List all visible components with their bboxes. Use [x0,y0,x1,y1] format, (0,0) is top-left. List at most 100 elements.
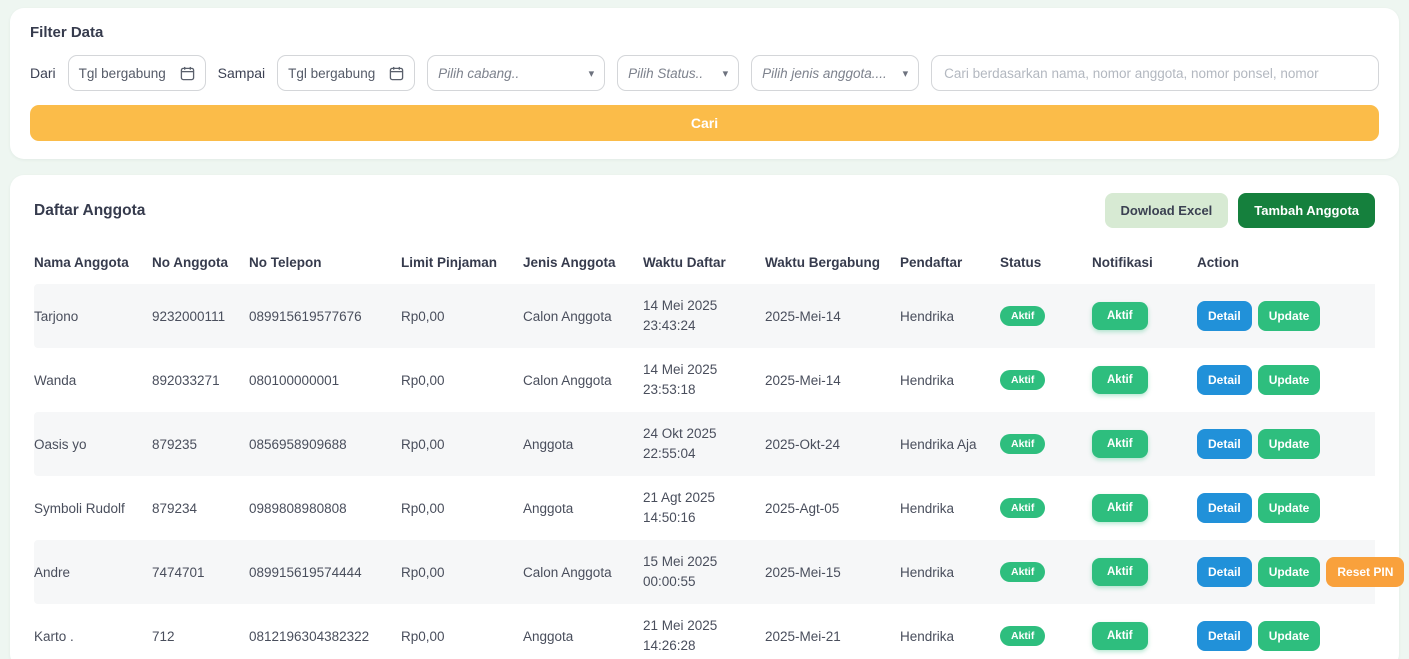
cell-telepon: 0856958909688 [249,412,401,476]
cell-telepon: 080100000001 [249,348,401,412]
cell-notifikasi: Aktif [1092,476,1197,540]
cell-status: Aktif [1000,412,1092,476]
member-table-head-row: Nama AnggotaNo AnggotaNo TeleponLimit Pi… [34,240,1375,284]
detail-button[interactable]: Detail [1197,301,1252,331]
download-excel-button[interactable]: Dowload Excel [1105,193,1229,228]
table-row: Oasis yo8792350856958909688Rp0,00Anggota… [34,412,1375,476]
notifikasi-button[interactable]: Aktif [1092,430,1148,458]
cell-limit: Rp0,00 [401,284,523,348]
cell-status: Aktif [1000,540,1092,604]
cell-waktu-bergabung: 2025-Mei-21 [765,604,900,659]
action-buttons: DetailUpdate [1197,493,1363,523]
status-select-placeholder: Pilih Status.. [628,66,703,81]
cell-action: DetailUpdate [1197,284,1375,348]
cell-waktu-daftar: 21 Mei 202514:26:28 [643,604,765,659]
sampai-date-input[interactable]: Tgl bergabung [277,55,415,91]
column-header: No Telepon [249,240,401,284]
cell-jenis: Anggota [523,476,643,540]
cell-pendaftar: Hendrika [900,284,1000,348]
status-badge: Aktif [1000,306,1045,326]
update-button[interactable]: Update [1258,301,1321,331]
cell-waktu-bergabung: 2025-Mei-14 [765,348,900,412]
cell-nama: Karto . [34,604,152,659]
cell-waktu-bergabung: 2025-Okt-24 [765,412,900,476]
sampai-date-placeholder: Tgl bergabung [288,66,375,81]
detail-button[interactable]: Detail [1197,429,1252,459]
action-buttons: DetailUpdateReset PIN [1197,557,1363,587]
cell-status: Aktif [1000,348,1092,412]
detail-button[interactable]: Detail [1197,493,1252,523]
members-title: Daftar Anggota [34,202,145,220]
notifikasi-button[interactable]: Aktif [1092,558,1148,586]
table-row: Symboli Rudolf8792340989808980808Rp0,00A… [34,476,1375,540]
search-input[interactable] [931,55,1379,91]
column-header: Pendaftar [900,240,1000,284]
cell-no-anggota: 7474701 [152,540,249,604]
notifikasi-button[interactable]: Aktif [1092,366,1148,394]
notifikasi-button[interactable]: Aktif [1092,622,1148,650]
column-header: Waktu Bergabung [765,240,900,284]
calendar-icon [389,66,404,81]
dari-label: Dari [30,65,56,81]
column-header: Jenis Anggota [523,240,643,284]
update-button[interactable]: Update [1258,557,1321,587]
update-button[interactable]: Update [1258,429,1321,459]
filter-title: Filter Data [30,24,1379,41]
cell-waktu-daftar: 21 Agt 202514:50:16 [643,476,765,540]
cell-nama: Symboli Rudolf [34,476,152,540]
update-button[interactable]: Update [1258,493,1321,523]
cell-status: Aktif [1000,604,1092,659]
detail-button[interactable]: Detail [1197,621,1252,651]
cell-notifikasi: Aktif [1092,540,1197,604]
cell-status: Aktif [1000,476,1092,540]
filter-card: Filter Data Dari Tgl bergabung Sampai Tg… [10,8,1399,159]
chevron-down-icon: ▾ [723,67,729,80]
detail-button[interactable]: Detail [1197,365,1252,395]
members-header: Daftar Anggota Dowload Excel Tambah Angg… [34,193,1375,228]
tambah-anggota-button[interactable]: Tambah Anggota [1238,193,1375,228]
cell-action: DetailUpdateReset PIN [1197,540,1375,604]
column-header: Status [1000,240,1092,284]
cabang-select-placeholder: Pilih cabang.. [438,66,519,81]
detail-button[interactable]: Detail [1197,557,1252,587]
cabang-select[interactable]: Pilih cabang.. ▾ [427,55,605,91]
cell-pendaftar: Hendrika [900,476,1000,540]
cell-waktu-daftar: 14 Mei 202523:43:24 [643,284,765,348]
cell-notifikasi: Aktif [1092,284,1197,348]
update-button[interactable]: Update [1258,365,1321,395]
sampai-label: Sampai [218,65,265,81]
cell-action: DetailUpdate [1197,348,1375,412]
jenis-select[interactable]: Pilih jenis anggota.... ▾ [751,55,919,91]
members-card: Daftar Anggota Dowload Excel Tambah Angg… [10,175,1399,659]
reset-pin-button[interactable]: Reset PIN [1326,557,1404,587]
cell-no-anggota: 879234 [152,476,249,540]
filter-row: Dari Tgl bergabung Sampai Tgl bergabung [30,55,1379,91]
column-header: Notifikasi [1092,240,1197,284]
notifikasi-button[interactable]: Aktif [1092,494,1148,522]
dari-date-input[interactable]: Tgl bergabung [68,55,206,91]
cari-button[interactable]: Cari [30,105,1379,141]
cell-waktu-daftar: 15 Mei 202500:00:55 [643,540,765,604]
cell-action: DetailUpdate [1197,476,1375,540]
chevron-down-icon: ▾ [903,67,909,80]
notifikasi-button[interactable]: Aktif [1092,302,1148,330]
update-button[interactable]: Update [1258,621,1321,651]
column-header: Nama Anggota [34,240,152,284]
cell-jenis: Anggota [523,412,643,476]
jenis-select-placeholder: Pilih jenis anggota.... [762,66,887,81]
cell-jenis: Calon Anggota [523,348,643,412]
status-badge: Aktif [1000,434,1045,454]
cell-no-anggota: 892033271 [152,348,249,412]
cell-limit: Rp0,00 [401,412,523,476]
cell-no-anggota: 9232000111 [152,284,249,348]
column-header: No Anggota [152,240,249,284]
column-header: Limit Pinjaman [401,240,523,284]
cell-nama: Wanda [34,348,152,412]
cell-action: DetailUpdate [1197,412,1375,476]
status-badge: Aktif [1000,626,1045,646]
status-select[interactable]: Pilih Status.. ▾ [617,55,739,91]
search-wrap [931,55,1379,91]
cell-no-anggota: 712 [152,604,249,659]
status-badge: Aktif [1000,370,1045,390]
cell-telepon: 089915619577676 [249,284,401,348]
